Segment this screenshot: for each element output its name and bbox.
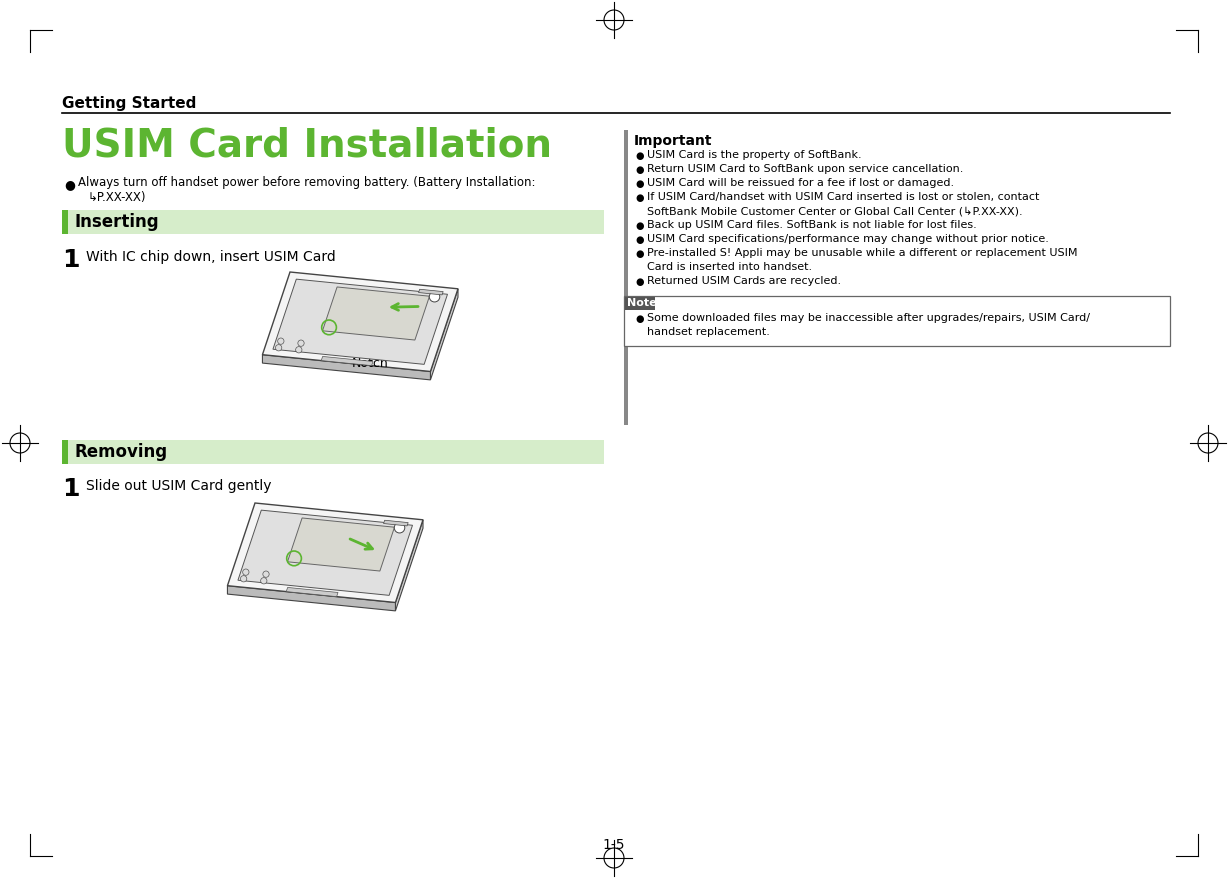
Circle shape xyxy=(394,523,405,533)
Polygon shape xyxy=(227,586,395,610)
Text: ●: ● xyxy=(64,178,75,191)
Bar xyxy=(61,440,68,464)
Circle shape xyxy=(241,576,247,582)
Text: ↳P.XX-XX): ↳P.XX-XX) xyxy=(88,191,146,204)
Text: handset replacement.: handset replacement. xyxy=(647,327,770,337)
Text: ●: ● xyxy=(635,249,643,259)
Text: Returned USIM Cards are recycled.: Returned USIM Cards are recycled. xyxy=(647,276,841,286)
Polygon shape xyxy=(323,287,430,340)
Text: 1: 1 xyxy=(61,477,80,501)
Polygon shape xyxy=(287,518,394,571)
Bar xyxy=(61,210,68,234)
Polygon shape xyxy=(383,520,408,526)
Text: ●: ● xyxy=(635,314,643,324)
Text: ●: ● xyxy=(635,235,643,245)
Text: ●: ● xyxy=(635,193,643,203)
Circle shape xyxy=(296,346,302,353)
Text: SoftBank Mobile Customer Center or Global Call Center (↳P.XX-XX).: SoftBank Mobile Customer Center or Globa… xyxy=(647,206,1023,216)
Text: Always turn off handset power before removing battery. (Battery Installation:: Always turn off handset power before rem… xyxy=(79,176,535,189)
Bar xyxy=(624,130,628,425)
Text: ●: ● xyxy=(635,179,643,189)
Polygon shape xyxy=(419,289,443,295)
Bar xyxy=(624,296,1170,346)
Circle shape xyxy=(430,291,440,302)
Text: With IC chip down, insert USIM Card: With IC chip down, insert USIM Card xyxy=(86,250,335,264)
Polygon shape xyxy=(431,289,458,380)
Text: Inserting: Inserting xyxy=(75,213,160,231)
Text: USIM Card will be reissued for a fee if lost or damaged.: USIM Card will be reissued for a fee if … xyxy=(647,178,954,188)
Polygon shape xyxy=(286,587,338,596)
Text: Some downloaded files may be inaccessible after upgrades/repairs, USIM Card/: Some downloaded files may be inaccessibl… xyxy=(647,313,1090,323)
Text: If USIM Card/handset with USIM Card inserted is lost or stolen, contact: If USIM Card/handset with USIM Card inse… xyxy=(647,192,1039,202)
Circle shape xyxy=(298,340,305,346)
Circle shape xyxy=(278,338,284,345)
Bar xyxy=(61,210,604,234)
Text: Return USIM Card to SoftBank upon service cancellation.: Return USIM Card to SoftBank upon servic… xyxy=(647,164,964,174)
Text: Pre-installed S! Appli may be unusable while a different or replacement USIM: Pre-installed S! Appli may be unusable w… xyxy=(647,248,1077,258)
Circle shape xyxy=(243,569,249,575)
Circle shape xyxy=(275,345,281,351)
Text: Getting Started: Getting Started xyxy=(61,96,196,111)
Bar xyxy=(61,440,604,464)
Text: ●: ● xyxy=(635,277,643,287)
Polygon shape xyxy=(395,520,422,610)
Text: Card is inserted into handset.: Card is inserted into handset. xyxy=(647,262,812,272)
Text: USIM Card is the property of SoftBank.: USIM Card is the property of SoftBank. xyxy=(647,150,862,160)
Text: Slide out USIM Card gently: Slide out USIM Card gently xyxy=(86,479,271,493)
Polygon shape xyxy=(263,354,431,380)
Text: ●: ● xyxy=(635,221,643,231)
Text: 1-5: 1-5 xyxy=(603,838,625,852)
Text: USIM Card specifications/performance may change without prior notice.: USIM Card specifications/performance may… xyxy=(647,234,1049,244)
Text: 1: 1 xyxy=(61,248,80,272)
Text: ●: ● xyxy=(635,151,643,161)
Text: ●: ● xyxy=(635,165,643,175)
Polygon shape xyxy=(227,503,422,602)
Text: Note: Note xyxy=(628,298,657,308)
Polygon shape xyxy=(263,272,458,371)
Polygon shape xyxy=(238,510,413,595)
Text: Notch: Notch xyxy=(352,357,389,370)
Circle shape xyxy=(260,578,266,584)
Text: Removing: Removing xyxy=(75,443,168,461)
Polygon shape xyxy=(322,356,373,366)
Text: Important: Important xyxy=(634,134,712,148)
Polygon shape xyxy=(273,279,447,364)
Text: Back up USIM Card files. SoftBank is not liable for lost files.: Back up USIM Card files. SoftBank is not… xyxy=(647,220,976,230)
Circle shape xyxy=(263,571,269,578)
Text: USIM Card Installation: USIM Card Installation xyxy=(61,126,553,164)
Bar xyxy=(625,297,655,310)
